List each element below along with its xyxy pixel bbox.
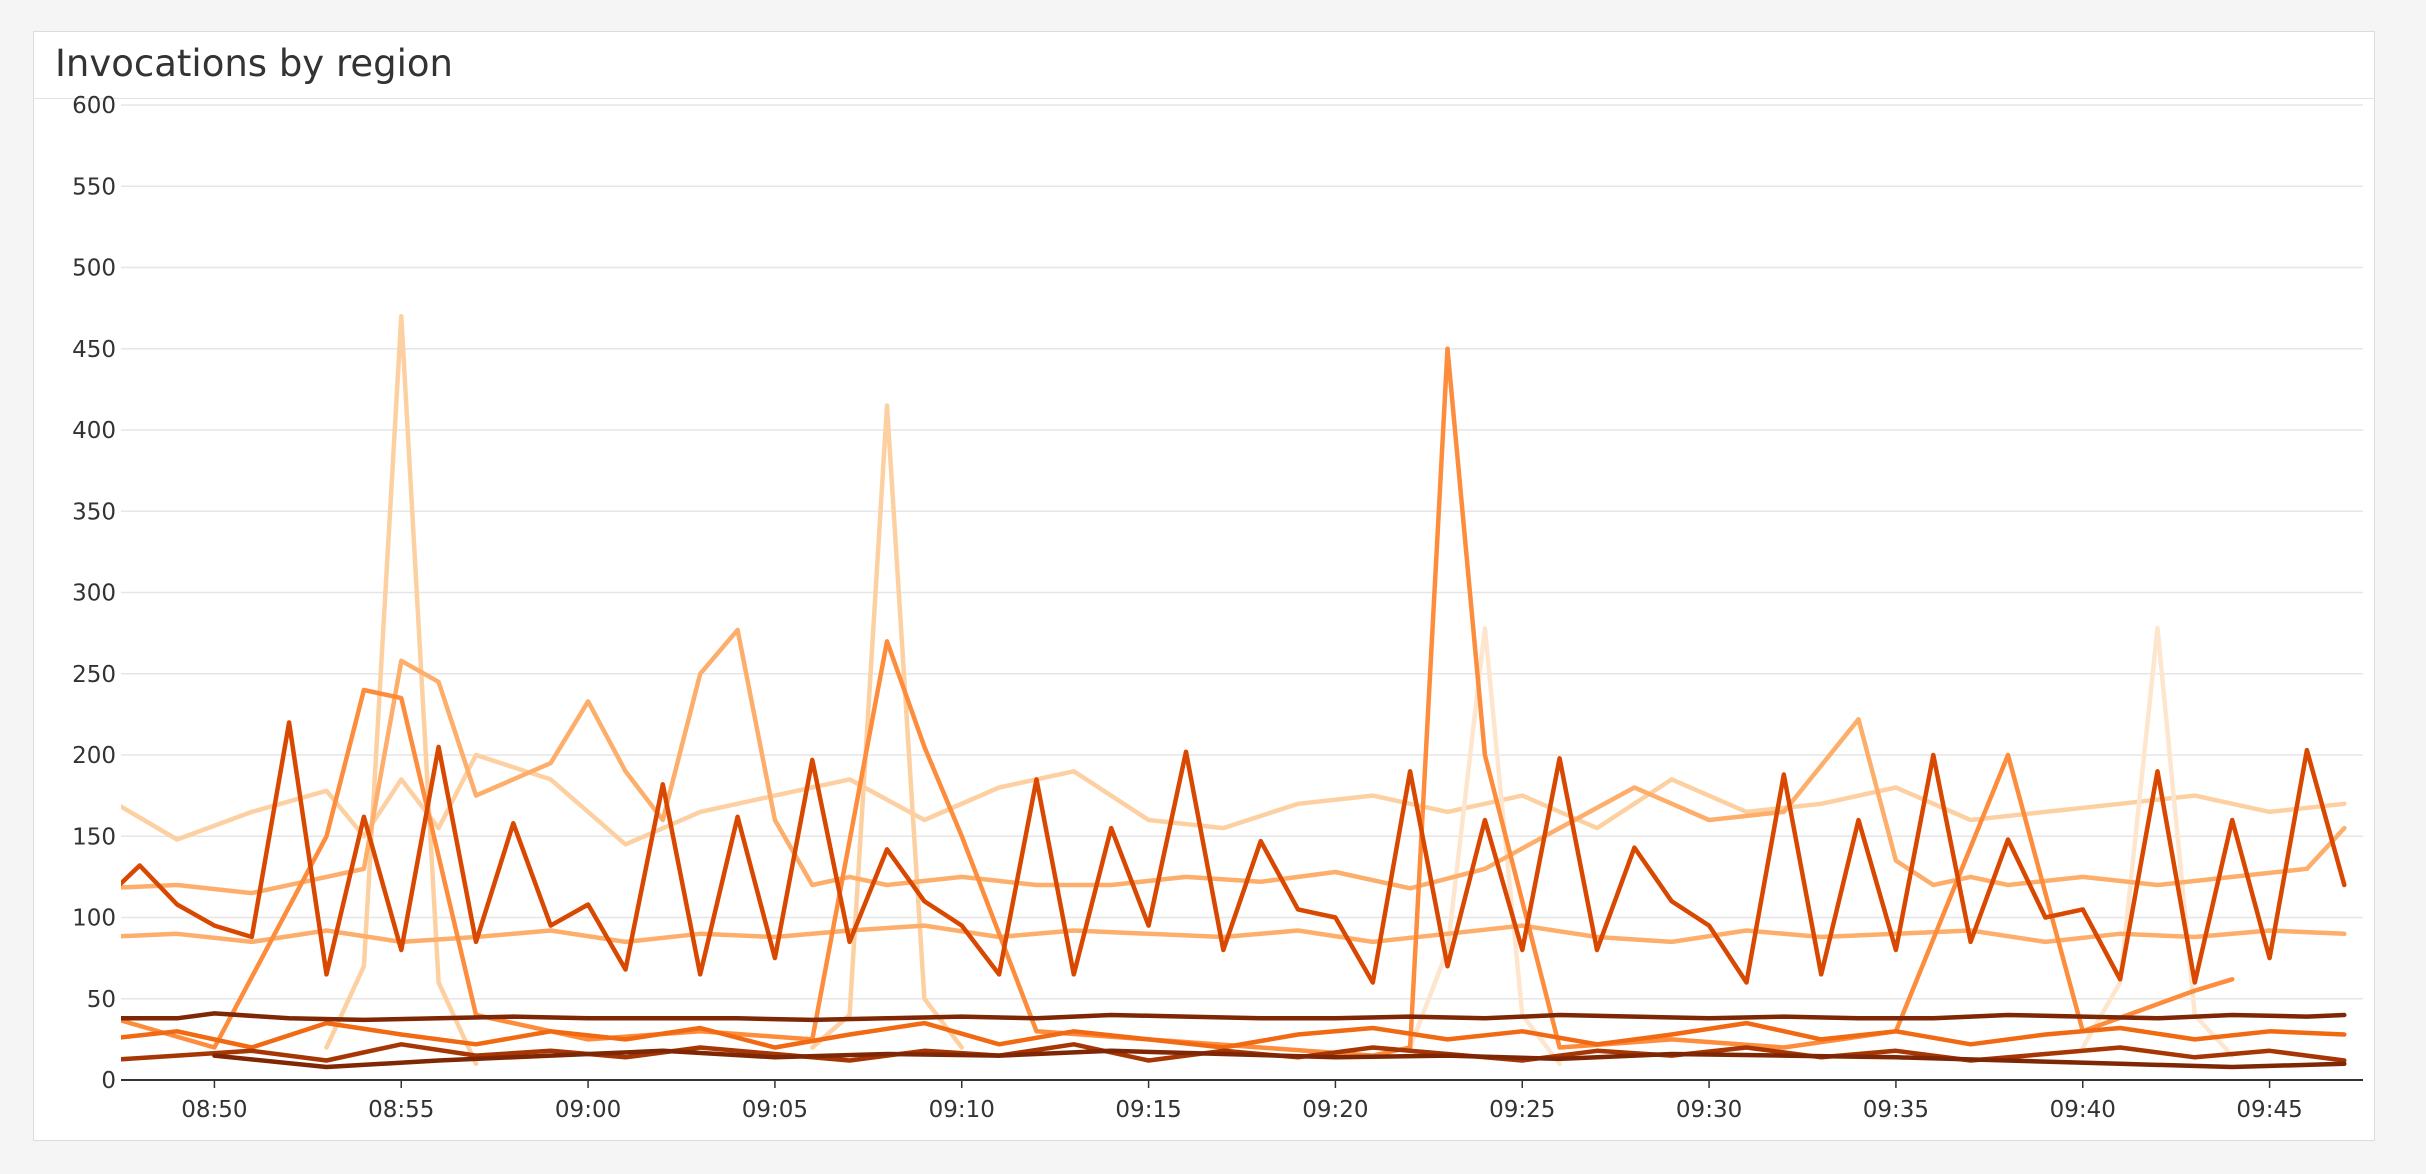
y-tick-label: 300	[72, 581, 116, 607]
y-tick-label: 450	[72, 337, 116, 363]
series-line-9	[121, 1020, 2347, 1050]
x-tick-label: 09:40	[2050, 1097, 2116, 1123]
x-tick-label: 09:00	[555, 1097, 621, 1123]
x-tick-label: 09:25	[1489, 1097, 1555, 1123]
y-axis: 0 50 100 150 200 250 300 350 400 450 500 550 600	[72, 93, 116, 1094]
x-tick-label: 09:30	[1676, 1097, 1742, 1123]
y-tick-label: 200	[72, 743, 116, 769]
chart-panel: Invocations by region	[33, 31, 2375, 1141]
y-tick-label: 100	[72, 906, 116, 932]
series-line-13	[212, 1048, 2347, 1070]
x-axis: 08:50 08:55 09:00 09:05 09:10 09:15 09:20 09:25…	[121, 1079, 2363, 1123]
series-line-5	[2080, 626, 2235, 1058]
y-tick-label: 250	[72, 662, 116, 688]
panel-title: Invocations by region	[55, 42, 453, 85]
series-line-1	[121, 752, 2347, 847]
y-tick-label: 600	[72, 93, 116, 119]
x-tick-label: 09:15	[1115, 1097, 1181, 1123]
series-lines	[121, 314, 2347, 1070]
y-tick-label: 400	[72, 418, 116, 444]
x-tick-label: 08:50	[181, 1097, 247, 1123]
series-line-2	[324, 314, 479, 1067]
x-tick-label: 09:45	[2236, 1097, 2302, 1123]
y-tick-label: 150	[72, 824, 116, 850]
series-line-3	[810, 403, 965, 1050]
series-line-10	[121, 720, 2347, 985]
panel-header: Invocations by region	[34, 32, 2374, 99]
series-line-12	[121, 1011, 2347, 1023]
y-tick-label: 0	[101, 1068, 116, 1094]
x-tick-label: 09:20	[1302, 1097, 1368, 1123]
y-tick-label: 350	[72, 499, 116, 525]
y-tick-label: 500	[72, 256, 116, 282]
gridlines	[121, 104, 2363, 1081]
series-line-6	[121, 627, 2347, 896]
x-tick-label: 09:05	[742, 1097, 808, 1123]
y-tick-label: 50	[87, 987, 116, 1013]
y-tick-label: 550	[72, 174, 116, 200]
x-tick-label: 08:55	[368, 1097, 434, 1123]
x-tick-label: 09:10	[929, 1097, 995, 1123]
x-tick-label: 09:35	[1863, 1097, 1929, 1123]
